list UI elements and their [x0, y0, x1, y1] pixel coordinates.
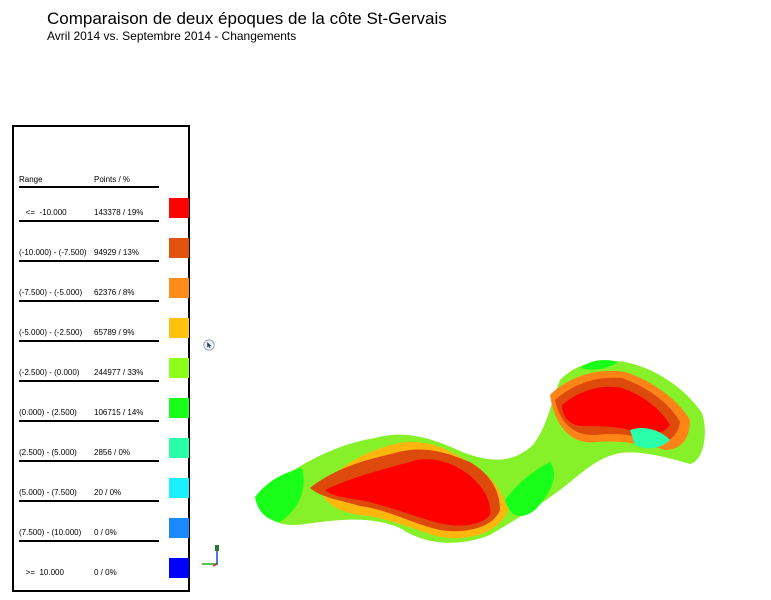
legend-divider — [19, 460, 159, 462]
legend-range: (-2.500) - (0.000) — [19, 368, 80, 377]
legend-range: (0.000) - (2.500) — [19, 408, 77, 417]
cursor-icon[interactable] — [203, 339, 215, 351]
legend-points: 2856 / 0% — [94, 448, 131, 457]
legend-swatch — [169, 318, 189, 338]
legend-divider — [19, 300, 159, 302]
legend-swatch — [169, 238, 189, 258]
legend-points: 94929 / 13% — [94, 248, 139, 257]
legend-swatch — [169, 278, 189, 298]
page-subtitle: Avril 2014 vs. Septembre 2014 - Changeme… — [47, 29, 297, 43]
legend-points: 0 / 0% — [94, 528, 117, 537]
legend-header-range: Range — [19, 175, 43, 184]
legend-range: (5.000) - (7.500) — [19, 488, 77, 497]
legend-divider — [19, 420, 159, 422]
legend-row: <= -10.000 143378 / 19% — [14, 189, 189, 229]
legend-range: (-10.000) - (-7.500) — [19, 248, 87, 257]
legend-range: (2.500) - (5.000) — [19, 448, 77, 457]
legend-points: 106715 / 14% — [94, 408, 144, 417]
legend-row: (2.500) - (5.000) 2856 / 0% — [14, 429, 189, 469]
legend-range: (7.500) - (10.000) — [19, 528, 82, 537]
legend-swatch — [169, 558, 189, 578]
legend-divider — [19, 540, 159, 542]
legend-row: (-2.500) - (0.000) 244977 / 33% — [14, 349, 189, 389]
legend-divider — [19, 340, 159, 342]
legend-range: >= 10.000 — [19, 568, 64, 577]
legend-points: 20 / 0% — [94, 488, 122, 497]
legend-divider — [19, 500, 159, 502]
color-legend: Range Points / % <= -10.000 143378 / 19%… — [12, 125, 190, 592]
legend-row: >= 10.000 0 / 0% — [14, 549, 189, 589]
legend-points: 0 / 0% — [94, 568, 117, 577]
legend-divider — [19, 260, 159, 262]
legend-divider — [19, 220, 159, 222]
legend-swatch — [169, 438, 189, 458]
legend-row: (5.000) - (7.500) 20 / 0% — [14, 469, 189, 509]
legend-range: (-7.500) - (-5.000) — [19, 288, 83, 297]
legend-swatch — [169, 398, 189, 418]
legend-row: (7.500) - (10.000) 0 / 0% — [14, 509, 189, 549]
legend-header-points: Points / % — [94, 175, 131, 184]
axis-triad-icon — [202, 545, 219, 567]
legend-swatch — [169, 198, 189, 218]
legend-points: 244977 / 33% — [94, 368, 144, 377]
legend-points: 143378 / 19% — [94, 208, 144, 217]
page-title: Comparaison de deux époques de la côte S… — [47, 9, 447, 28]
legend-swatch — [169, 478, 189, 498]
legend-swatch — [169, 518, 189, 538]
legend-range: (-5.000) - (-2.500) — [19, 328, 83, 337]
legend-points: 62376 / 8% — [94, 288, 135, 297]
point-cloud-map[interactable] — [250, 350, 710, 550]
legend-header-divider — [19, 186, 159, 188]
legend-row: (-7.500) - (-5.000) 62376 / 8% — [14, 269, 189, 309]
shore-point-cloud — [255, 360, 705, 543]
legend-swatch — [169, 358, 189, 378]
legend-row: (-5.000) - (-2.500) 65789 / 9% — [14, 309, 189, 349]
legend-row: (0.000) - (2.500) 106715 / 14% — [14, 389, 189, 429]
legend-range: <= -10.000 — [19, 208, 67, 217]
legend-points: 65789 / 9% — [94, 328, 135, 337]
legend-divider — [19, 380, 159, 382]
legend-row: (-10.000) - (-7.500) 94929 / 13% — [14, 229, 189, 269]
